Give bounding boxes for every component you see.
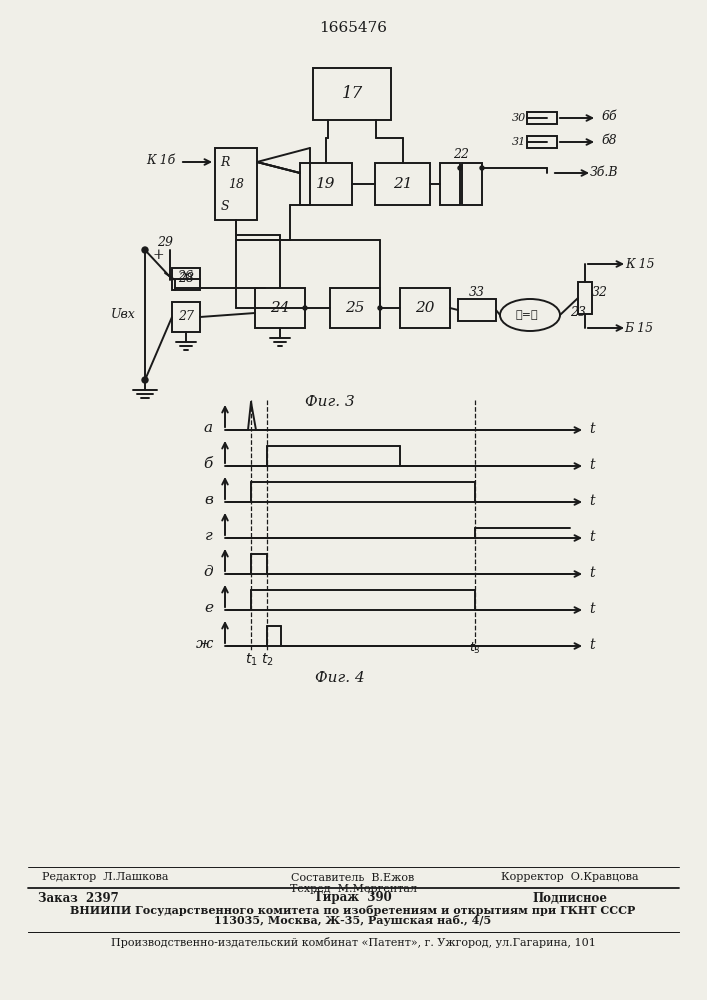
Text: 27: 27 xyxy=(178,310,194,324)
Text: 1665476: 1665476 xyxy=(319,21,387,35)
Bar xyxy=(458,299,496,321)
Text: 19: 19 xyxy=(316,177,336,191)
Circle shape xyxy=(378,306,382,310)
Text: 30: 30 xyxy=(512,113,526,123)
Text: Составитель  В.Ежов: Составитель В.Ежов xyxy=(291,873,414,883)
Bar xyxy=(440,163,460,205)
Text: t: t xyxy=(589,638,595,652)
Text: t: t xyxy=(589,566,595,580)
Text: $t_3$: $t_3$ xyxy=(469,640,481,656)
Text: 18: 18 xyxy=(228,178,244,190)
Text: е: е xyxy=(204,601,213,615)
Text: $t_2$: $t_2$ xyxy=(261,652,274,668)
Text: 33: 33 xyxy=(469,286,485,300)
Bar xyxy=(375,163,430,205)
Bar xyxy=(578,282,592,314)
Bar xyxy=(330,288,380,328)
Text: б: б xyxy=(204,457,213,471)
Text: 21: 21 xyxy=(393,177,412,191)
Text: Редактор  Л.Лашкова: Редактор Л.Лашкова xyxy=(42,872,168,882)
Text: 29: 29 xyxy=(157,235,173,248)
Text: +: + xyxy=(153,248,165,262)
Text: 24: 24 xyxy=(270,301,290,315)
Text: Фиг. 4: Фиг. 4 xyxy=(315,671,365,685)
Text: t: t xyxy=(589,422,595,436)
Text: t: t xyxy=(589,494,595,508)
Text: Б 15: Б 15 xyxy=(624,322,653,334)
Text: Зб.В: Зб.В xyxy=(590,165,618,178)
Text: а: а xyxy=(204,421,213,435)
Text: Подписное: Подписное xyxy=(532,892,607,904)
Bar xyxy=(255,288,305,328)
Text: д: д xyxy=(204,565,213,579)
Text: 31: 31 xyxy=(512,137,526,147)
Text: Uвх: Uвх xyxy=(110,308,135,322)
Text: Тираж  390: Тираж 390 xyxy=(314,892,392,904)
Text: К 15: К 15 xyxy=(625,257,655,270)
Text: в: в xyxy=(204,493,213,507)
Bar xyxy=(172,302,200,332)
Text: 23: 23 xyxy=(570,306,586,320)
Text: б8: б8 xyxy=(601,134,617,147)
Text: Заказ  2397: Заказ 2397 xyxy=(37,892,118,904)
Text: 32: 32 xyxy=(592,286,608,300)
Bar xyxy=(400,288,450,328)
Text: R: R xyxy=(221,155,230,168)
Circle shape xyxy=(480,166,484,170)
Text: S: S xyxy=(221,200,229,213)
Bar xyxy=(527,112,557,124)
Text: ВНИИПИ Государственного комитета по изобретениям и открытиям при ГКНТ СССР: ВНИИПИ Государственного комитета по изоб… xyxy=(71,904,636,916)
Text: ⊳=⊲: ⊳=⊲ xyxy=(515,310,538,320)
Bar xyxy=(313,68,391,120)
Bar xyxy=(172,268,200,290)
Circle shape xyxy=(458,166,462,170)
Text: $t_1$: $t_1$ xyxy=(245,652,257,668)
Bar xyxy=(462,163,482,205)
Text: t: t xyxy=(589,530,595,544)
Circle shape xyxy=(142,377,148,383)
Text: t: t xyxy=(589,602,595,616)
Circle shape xyxy=(142,247,148,253)
Bar xyxy=(527,136,557,148)
Text: г: г xyxy=(205,529,213,543)
Text: ж: ж xyxy=(196,637,213,651)
Text: 28: 28 xyxy=(178,272,194,286)
Circle shape xyxy=(303,306,307,310)
Text: 20: 20 xyxy=(415,301,435,315)
Bar xyxy=(300,163,352,205)
Text: 26: 26 xyxy=(177,270,193,284)
Text: Корректор  О.Кравцова: Корректор О.Кравцова xyxy=(501,872,639,882)
Text: Производственно-издательский комбинат «Патент», г. Ужгород, ул.Гагарина, 101: Производственно-издательский комбинат «П… xyxy=(110,938,595,948)
Text: 25: 25 xyxy=(345,301,365,315)
Text: Техред  М.Моргентал: Техред М.Моргентал xyxy=(289,884,416,894)
Text: 6б: 6б xyxy=(601,110,617,123)
Bar xyxy=(215,148,257,220)
Text: К 1б: К 1б xyxy=(146,154,175,167)
Text: 22: 22 xyxy=(453,148,469,161)
Text: 17: 17 xyxy=(341,86,363,103)
Text: 113035, Москва, Ж-35, Раушская наб., 4/5: 113035, Москва, Ж-35, Раушская наб., 4/5 xyxy=(214,916,491,926)
Text: Фиг. 3: Фиг. 3 xyxy=(305,395,355,409)
Text: t: t xyxy=(589,458,595,472)
